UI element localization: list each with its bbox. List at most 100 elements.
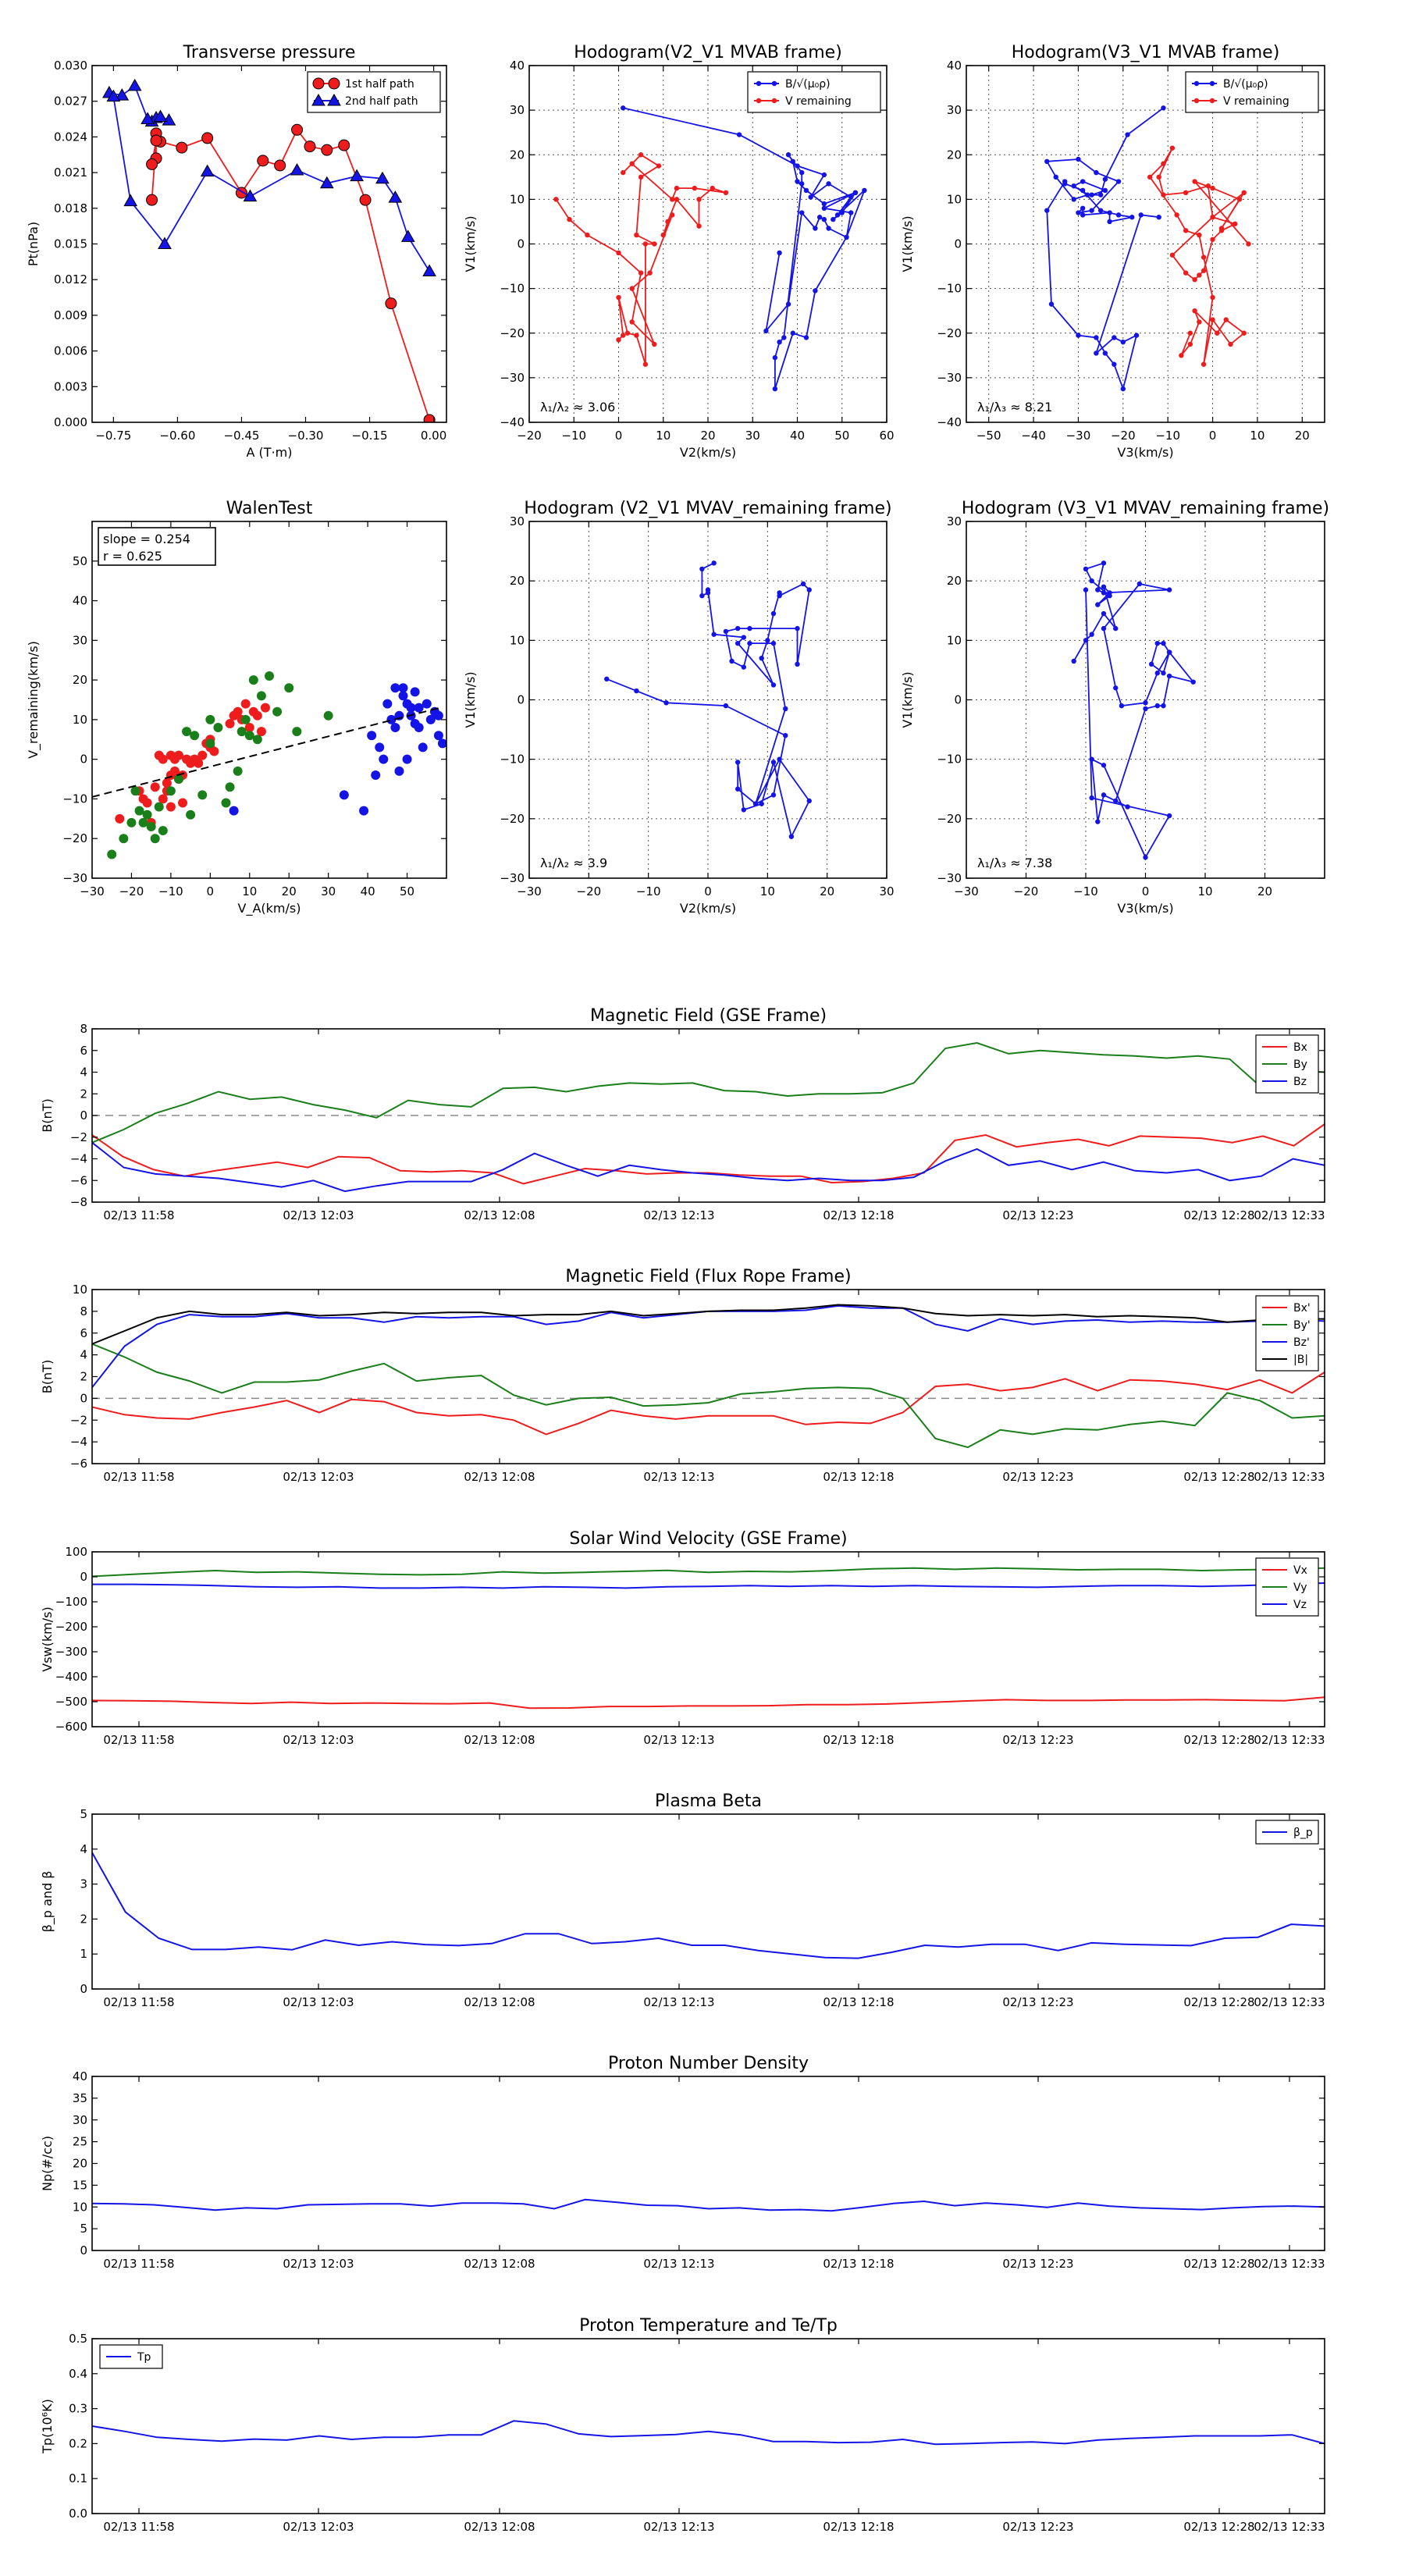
x-tick-label: 02/13 11:58: [103, 1733, 174, 1747]
plot-area: [553, 105, 867, 392]
y-tick-label: 0.003: [54, 379, 87, 393]
series-line: [92, 1304, 1325, 1345]
x-tick-label: 20: [282, 884, 297, 898]
data-point: [382, 699, 393, 709]
x-tick-label: 02/13 12:13: [643, 1995, 714, 2009]
legend-label: β_p: [1293, 1827, 1313, 1839]
data-point: [634, 333, 639, 338]
chart-title: Proton Temperature and Te/Tp: [579, 2316, 838, 2336]
data-point: [256, 691, 266, 701]
data-point: [783, 706, 788, 712]
data-point: [1166, 813, 1172, 819]
data-point: [233, 706, 243, 717]
series-2: [229, 683, 446, 816]
legend-marker: [1209, 80, 1215, 87]
data-point: [1183, 270, 1189, 276]
data-point: [1246, 241, 1251, 247]
legend-label: Tp: [137, 2351, 151, 2364]
data-point: [414, 723, 424, 733]
x-tick-label: −30: [954, 884, 979, 898]
y-tick-label: 5: [80, 2222, 87, 2236]
data-point: [386, 714, 397, 724]
y-tick-label: 10: [73, 713, 87, 727]
data-point: [265, 671, 274, 681]
data-point: [1129, 215, 1135, 220]
data-point: [621, 169, 626, 176]
series-v-remaining: [1147, 145, 1251, 367]
series-line: [92, 1041, 1325, 1144]
y-tick-label: 0.015: [54, 237, 87, 251]
data-point: [176, 141, 188, 154]
x-tick-label: 02/13 12:33: [1254, 1470, 1325, 1484]
chart-title: WalenTest: [226, 499, 313, 518]
legend-marker: [1193, 98, 1200, 104]
y-tick-label: 0.009: [54, 308, 87, 322]
y-axis-label: B(nT): [40, 1098, 55, 1132]
legend-label: By: [1293, 1059, 1307, 1071]
series-line: [92, 1304, 1325, 1389]
y-tick-label: 4: [80, 1348, 87, 1362]
data-point: [274, 159, 286, 172]
data-point: [844, 234, 849, 240]
data-point: [1080, 212, 1086, 218]
y-tick-label: 0: [517, 693, 525, 707]
data-point: [585, 232, 590, 238]
y-tick-label: 40: [73, 594, 87, 608]
x-tick-label: 02/13 12:13: [643, 1208, 714, 1222]
y-tick-label: −6: [70, 1173, 87, 1187]
x-tick-label: 40: [790, 429, 805, 443]
legend-marker: [1209, 98, 1215, 104]
data-point: [154, 802, 164, 812]
data-point: [367, 731, 377, 741]
x-tick-label: 02/13 12:23: [1002, 1733, 1073, 1747]
data-point: [1053, 174, 1058, 180]
data-point: [785, 152, 791, 158]
y-tick-label: 1: [80, 1947, 87, 1961]
data-point: [138, 817, 148, 827]
x-tick-label: −20: [119, 884, 144, 898]
series-vx: [92, 1696, 1325, 1710]
x-tick-label: 02/13 11:58: [103, 1995, 174, 2009]
x-tick-label: 02/13 12:13: [643, 2520, 714, 2534]
data-point: [1076, 333, 1081, 338]
data-point: [785, 301, 791, 307]
y-tick-label: 0: [517, 237, 525, 251]
series-b-: [621, 105, 867, 392]
data-point: [201, 132, 214, 144]
plot-area: [92, 1041, 1325, 1193]
x-tick-label: 02/13 12:33: [1254, 1733, 1325, 1747]
legend: Vx Vy Vz: [1255, 1557, 1319, 1617]
data-point: [221, 798, 231, 808]
data-point: [414, 703, 424, 713]
y-tick-label: 0.5: [69, 2332, 87, 2346]
data-point: [304, 141, 316, 153]
chart-transverse-pressure: 0.000 0.003 0.006 0.009 0.012 0.015 0.018 0.021…: [26, 43, 447, 460]
data-point: [394, 766, 404, 776]
series-0: [115, 699, 270, 827]
y-axis-label: B(nT): [40, 1360, 55, 1393]
series-vy: [92, 1567, 1325, 1578]
data-point: [813, 288, 818, 294]
x-tick-label: 02/13 12:18: [823, 1208, 894, 1222]
y-tick-label: 40: [73, 2069, 87, 2083]
x-tick-label: 02/13 11:58: [103, 2520, 174, 2534]
x-tick-label: −10: [561, 429, 586, 443]
y-tick-label: 20: [73, 2157, 87, 2171]
data-point: [1120, 339, 1126, 345]
x-tick-label: 60: [879, 429, 894, 443]
x-tick-label: 02/13 12:03: [283, 1470, 354, 1484]
data-point: [119, 834, 129, 844]
legend-label: 1st half path: [345, 78, 414, 91]
data-point: [115, 813, 125, 824]
series-line: [92, 1372, 1325, 1436]
data-point: [1113, 685, 1119, 691]
y-tick-label: 35: [73, 2091, 87, 2105]
data-point: [660, 232, 666, 238]
legend-label: Bz: [1293, 1076, 1307, 1088]
data-point: [1115, 179, 1122, 184]
data-point: [799, 181, 805, 187]
data-point: [385, 297, 397, 310]
data-point: [240, 699, 251, 709]
y-tick-label: −30: [500, 871, 525, 885]
x-tick-label: −20: [577, 884, 602, 898]
